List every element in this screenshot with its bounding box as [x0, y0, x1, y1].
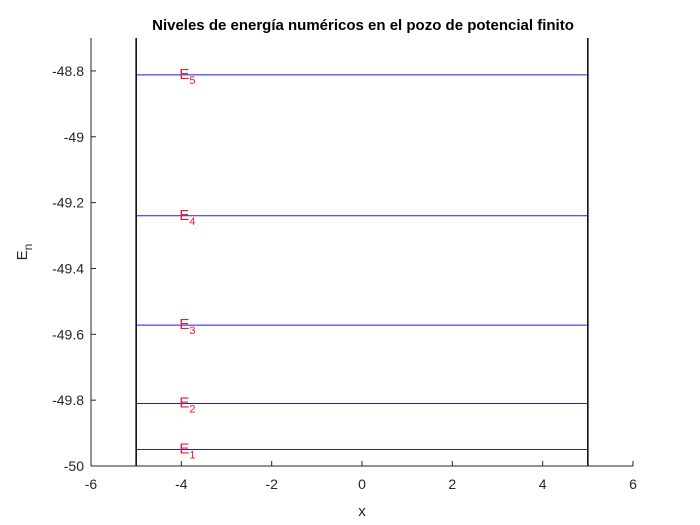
x-tick-label: -2: [265, 476, 278, 492]
plot-area: [91, 38, 633, 466]
y-tick-label: -49.2: [52, 195, 84, 211]
y-tick-label: -49.8: [52, 392, 84, 408]
x-tick-label: 2: [448, 476, 456, 492]
level-label-1: E1: [179, 441, 195, 462]
level-label-sub-2: 2: [189, 403, 195, 415]
level-label-sub-1: 1: [189, 450, 195, 462]
y-tick-label: -50: [64, 458, 84, 474]
level-label-base-3: E: [179, 316, 189, 333]
level-label-sub-4: 4: [189, 216, 195, 228]
level-label-5: E5: [179, 66, 195, 87]
x-tick-label: 4: [539, 476, 547, 492]
level-label-2: E2: [179, 394, 195, 415]
y-axis-title-base: E: [14, 250, 31, 260]
level-label-sub-5: 5: [189, 75, 195, 87]
y-tick-label: -48.8: [52, 63, 84, 79]
axes: -6 -4 -2 0 2 4 6 -50 -49.8 -49.6 -49.4 -49.2 -49 -48.…: [52, 38, 637, 492]
chart-title: Niveles de energía numéricos en el pozo …: [152, 17, 574, 34]
level-label-3: E3: [179, 316, 195, 337]
x-tick-label: 0: [358, 476, 366, 492]
level-label-base-4: E: [179, 207, 189, 224]
y-tick-label: -49.6: [52, 326, 84, 342]
y-tick-label: -49.4: [52, 260, 84, 276]
level-label-base-2: E: [179, 394, 189, 411]
y-axis-title: En: [14, 244, 35, 261]
level-label-sub-3: 3: [189, 325, 195, 337]
y-axis-title-sub: n: [21, 244, 35, 251]
x-tick-label: 6: [629, 476, 637, 492]
x-tick-label: -6: [85, 476, 98, 492]
level-label-base-1: E: [179, 441, 189, 458]
level-label-4: E4: [179, 207, 195, 228]
level-label-base-5: E: [179, 66, 189, 83]
y-tick-label: -49: [64, 129, 84, 145]
x-tick-label: -4: [175, 476, 188, 492]
potential-well: [135, 38, 589, 466]
x-axis-title: x: [358, 503, 366, 520]
